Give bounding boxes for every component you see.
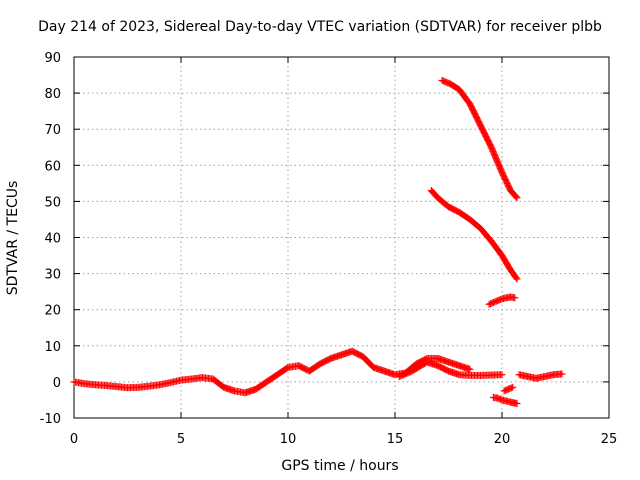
x-tick-label: 10 xyxy=(280,432,297,447)
x-tick-label: 0 xyxy=(70,432,78,447)
chart-title: Day 214 of 2023, Sidereal Day-to-day VTE… xyxy=(38,19,602,35)
grid-lines xyxy=(74,57,609,418)
y-tick-label: 30 xyxy=(44,268,61,283)
x-tick-label: 5 xyxy=(177,432,185,447)
arc-short-point xyxy=(509,383,517,391)
axis-ticks: 0 5 10 15 20 25 -10 0 10 20 30 40 50 60 70 80 90 xyxy=(40,51,618,447)
y-tick-label: 90 xyxy=(44,51,61,66)
main-arc-point xyxy=(466,365,474,373)
arc-small-point xyxy=(511,294,519,302)
y-tick-label: 60 xyxy=(44,159,61,174)
x-tick-label: 15 xyxy=(387,432,404,447)
lower-branch-point xyxy=(498,371,506,379)
y-tick-label: 70 xyxy=(44,123,61,138)
y-tick-label: 10 xyxy=(44,340,61,355)
arc-mid-point xyxy=(513,275,521,283)
y-tick-label: 0 xyxy=(53,376,61,391)
y-tick-label: 80 xyxy=(44,87,61,102)
x-axis-label: GPS time / hours xyxy=(281,458,399,474)
arc-negative-point xyxy=(513,400,521,408)
arc-high-point xyxy=(513,194,521,202)
arc-tail-point xyxy=(558,370,566,378)
x-tick-label: 20 xyxy=(494,432,511,447)
x-tick-label: 25 xyxy=(601,432,618,447)
arc-short-point xyxy=(507,384,515,392)
arc-high-point xyxy=(512,193,520,201)
arc-mid-point xyxy=(512,274,520,282)
y-tick-label: -10 xyxy=(40,412,61,427)
y-axis-label: SDTVAR / TECUs xyxy=(5,180,21,296)
y-tick-label: 20 xyxy=(44,304,61,319)
data-points xyxy=(70,76,566,408)
y-tick-label: 40 xyxy=(44,232,61,247)
y-tick-label: 50 xyxy=(44,195,61,210)
